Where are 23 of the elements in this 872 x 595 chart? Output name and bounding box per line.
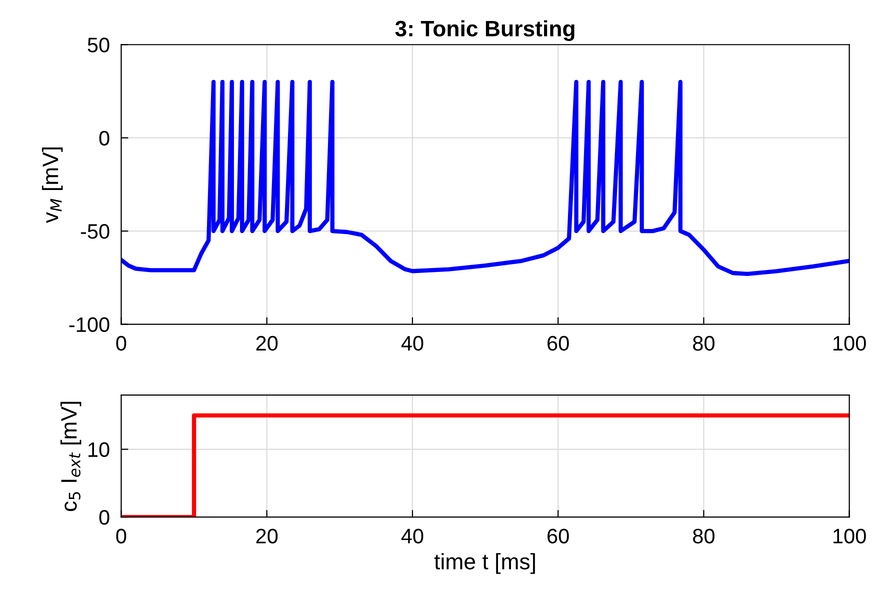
y-axis-title: c$_{5}$ I$_{ext}$ [mV] (60, 402, 82, 512)
x-tick-label: 100 (834, 336, 866, 351)
line-series (121, 80, 850, 276)
x-axis-title: time t [ms] (434, 553, 535, 574)
y-tick-label: -50 (80, 224, 110, 239)
x-tick-label: 0 (116, 528, 126, 544)
x-tick-label: 20 (256, 528, 278, 544)
y-tick-label: 0 (99, 130, 110, 146)
x-tick-label: 60 (548, 336, 569, 351)
x-tick-label: 40 (401, 528, 424, 544)
x-tick-label: 20 (256, 336, 278, 351)
y-tick-label: 0 (99, 510, 110, 525)
y-axis-title: v$_{M}$ [mV] (42, 147, 63, 224)
x-tick-label: 80 (693, 336, 714, 351)
x-tick-label: 0 (116, 336, 126, 351)
x-tick-label: 80 (693, 528, 714, 544)
x-tick-label: 60 (548, 528, 569, 544)
chart-title: 3: Tonic Bursting (395, 20, 574, 41)
y-tick-label: -100 (69, 317, 110, 332)
y-tick-label: 50 (88, 38, 110, 52)
x-tick-label: 100 (834, 528, 866, 544)
y-tick-label: 10 (88, 442, 110, 458)
x-tick-label: 40 (401, 336, 424, 351)
